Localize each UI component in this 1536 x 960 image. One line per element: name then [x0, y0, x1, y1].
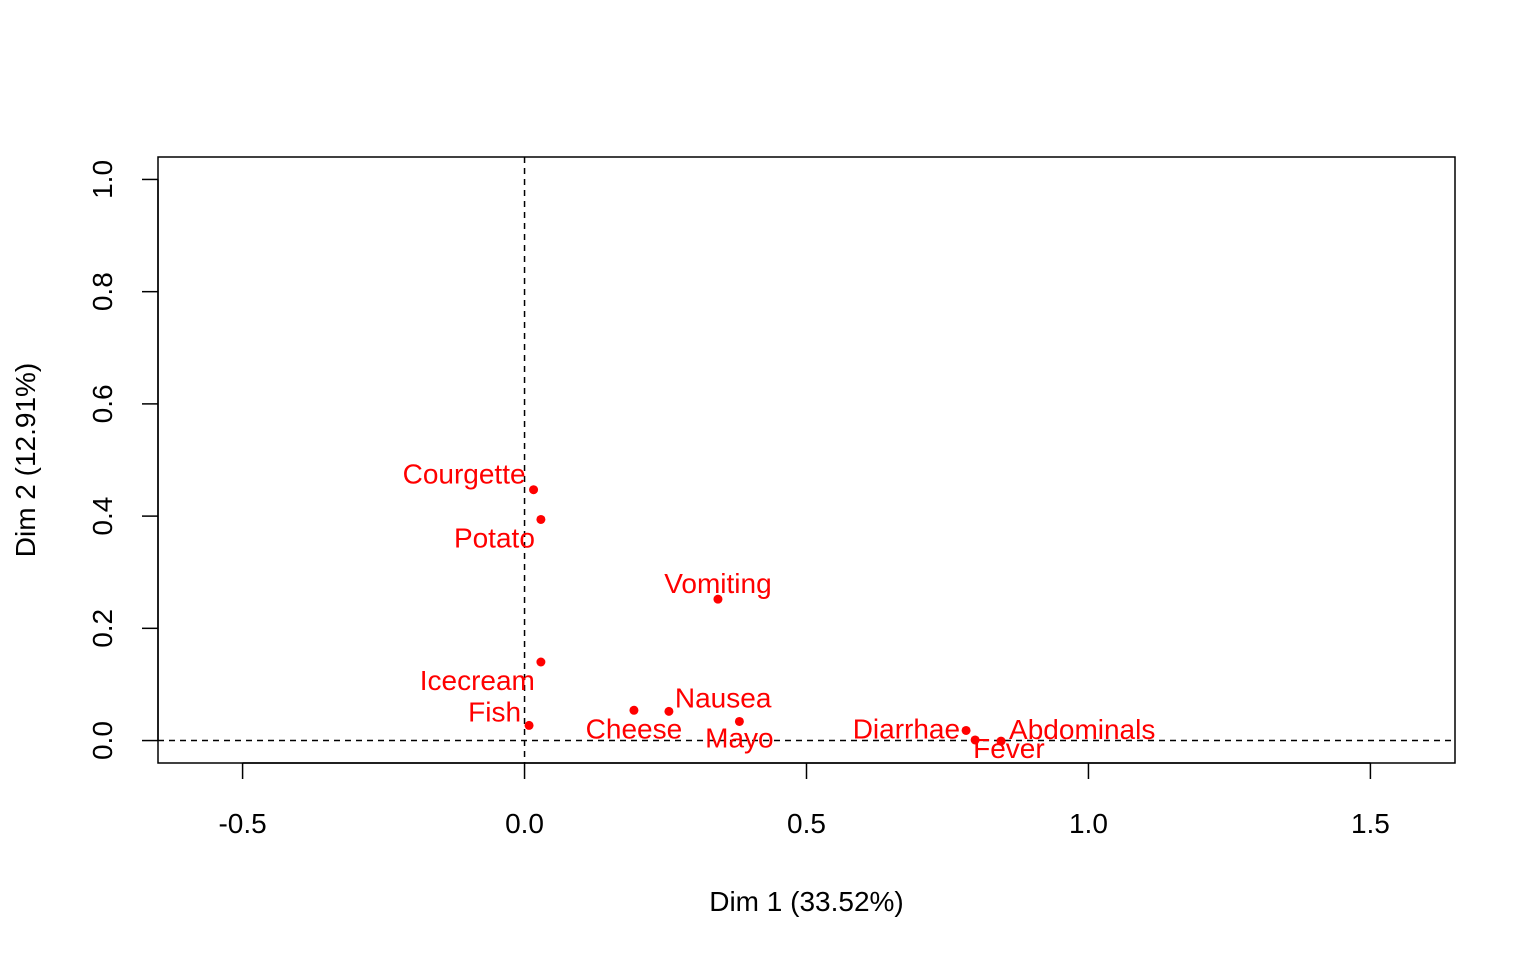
- point-courgette: [529, 485, 539, 495]
- x-tick-label: 1.0: [1069, 808, 1108, 839]
- label-diarrhae: Diarrhae: [853, 713, 960, 744]
- label-potato: Potato: [454, 522, 535, 553]
- point-icecream: [536, 657, 546, 667]
- label-fish: Fish: [468, 696, 521, 727]
- point-nausea: [664, 706, 674, 716]
- y-tick-label: 0.8: [87, 272, 118, 311]
- x-axis: -0.5 0.0 0.5 1.0 1.5: [218, 762, 1390, 839]
- label-cheese: Cheese: [586, 713, 683, 744]
- point-mayo: [734, 716, 744, 726]
- x-tick-label: 1.5: [1351, 808, 1390, 839]
- x-axis-title: Dim 1 (33.52%): [709, 886, 904, 917]
- y-tick-label: 0.6: [87, 384, 118, 423]
- point-fish: [524, 720, 534, 730]
- y-tick-label: 1.0: [87, 160, 118, 199]
- x-tick-label: 0.5: [787, 808, 826, 839]
- data-points: [524, 485, 1006, 746]
- point-abdominals: [996, 736, 1006, 746]
- label-fever: Fever: [973, 733, 1045, 764]
- x-tick-label: -0.5: [218, 808, 266, 839]
- point-cheese: [629, 705, 639, 715]
- label-nausea: Nausea: [675, 682, 772, 713]
- y-axis: 0.0 0.2 0.4 0.6 0.8 1.0: [87, 160, 159, 760]
- x-tick-label: 0.0: [505, 808, 544, 839]
- label-mayo: Mayo: [705, 722, 773, 753]
- y-tick-label: 0.0: [87, 721, 118, 760]
- point-vomiting: [713, 594, 723, 604]
- label-abdominals: Abdominals: [1009, 714, 1155, 745]
- label-vomiting: Vomiting: [664, 568, 771, 599]
- label-icecream: Icecream: [420, 665, 535, 696]
- label-courgette: Courgette: [403, 459, 526, 490]
- point-diarrhae: [961, 725, 971, 735]
- y-tick-label: 0.4: [87, 497, 118, 536]
- y-tick-label: 0.2: [87, 609, 118, 648]
- reference-lines: [158, 157, 1455, 763]
- point-fever: [970, 735, 980, 745]
- y-axis-title: Dim 2 (12.91%): [10, 363, 41, 558]
- plot-area: [157, 156, 1456, 764]
- point-potato: [536, 514, 546, 524]
